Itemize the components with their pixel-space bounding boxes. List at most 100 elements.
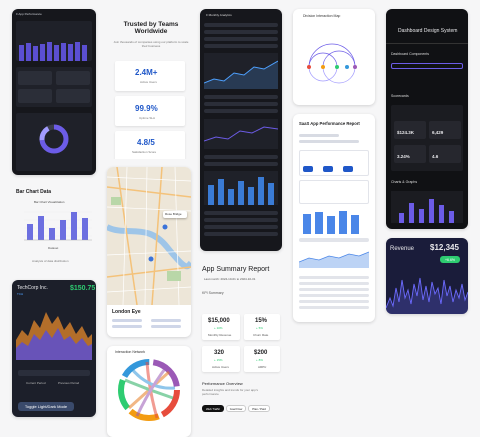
map-popup-label: Rose Bridge bbox=[165, 212, 182, 216]
purple-bars bbox=[19, 42, 87, 61]
info-line bbox=[112, 319, 142, 322]
revenue-card: Revenue $12,345 +6.6% bbox=[386, 238, 468, 314]
detail-header: ≡ Monthly Analytics bbox=[206, 13, 232, 17]
stat-card bbox=[115, 96, 185, 126]
bar-chart-dark bbox=[204, 171, 278, 205]
division-map-card: Division Interaction Map bbox=[293, 9, 375, 105]
revenue-value: $12,345 bbox=[430, 243, 459, 252]
stat-value: 99.9% bbox=[135, 104, 158, 113]
bar-chart-inner-title: Bar Chart Visualization bbox=[34, 200, 65, 204]
tab-web-traffic[interactable]: Web Traffic bbox=[202, 405, 224, 412]
detailed-dashboard-card: ≡ Monthly Analytics bbox=[200, 9, 282, 251]
toggle-theme-button[interactable]: Toggle Light/Dark Mode bbox=[18, 402, 74, 411]
design-title: Dashboard Design System bbox=[398, 28, 458, 34]
map-popup bbox=[163, 211, 187, 218]
kpi-badge: + 15% bbox=[214, 358, 223, 362]
tab-goal-flow[interactable]: Goal Flow bbox=[226, 405, 246, 412]
row-line bbox=[204, 95, 278, 99]
design-system-card: Dashboard Design System Dashboard Compon… bbox=[386, 9, 468, 229]
perf-subtitle: Detailed insights and trends for your ap… bbox=[202, 388, 258, 396]
table-row bbox=[299, 300, 369, 303]
summary-date: Last month: 2024-10-01 to 2024-10-31 bbox=[204, 277, 256, 281]
division-title: Division Interaction Map bbox=[303, 14, 341, 18]
kpi-label: Active Users bbox=[212, 365, 229, 369]
stat-label: Active Users bbox=[140, 80, 157, 84]
row-line bbox=[204, 155, 278, 159]
range-selector[interactable] bbox=[18, 370, 90, 376]
panel bbox=[299, 150, 369, 176]
trust-subtitle: Join thousands of companies using our pl… bbox=[113, 40, 189, 48]
score-value: $124.3K bbox=[397, 130, 415, 135]
kpi-label: Churn Rate bbox=[253, 333, 269, 337]
revenue-label: Revenue bbox=[390, 246, 415, 252]
score-tile bbox=[429, 121, 461, 139]
stat-card bbox=[115, 131, 185, 159]
table-row bbox=[299, 288, 369, 291]
panel bbox=[299, 180, 369, 204]
saas-title: SaaS App Performance Report bbox=[299, 121, 360, 126]
row-line bbox=[204, 102, 278, 106]
stat-value: 4.8/5 bbox=[137, 138, 155, 147]
bar-chart-footer: Analysis of data distribution bbox=[32, 259, 69, 263]
stat-label: Satisfaction Score bbox=[132, 150, 157, 154]
kpi-card bbox=[244, 346, 280, 372]
score-value: 3.24% bbox=[397, 154, 410, 159]
network-title: Interaction Network bbox=[115, 350, 146, 354]
line-chart-2 bbox=[204, 119, 278, 149]
metric-chip bbox=[323, 166, 333, 172]
kpi-value: $15,000 bbox=[208, 318, 230, 324]
stat-card bbox=[115, 61, 185, 91]
place-name: London Eye bbox=[112, 309, 141, 315]
search-input[interactable] bbox=[391, 63, 463, 69]
metric-chip bbox=[303, 166, 313, 172]
scorecards-title: Scorecards bbox=[391, 94, 409, 98]
summary-title: App Summary Report bbox=[202, 266, 270, 273]
row-line bbox=[204, 37, 278, 41]
analytics-dashboard-card: ≡ App Performance bbox=[12, 9, 96, 175]
arc-diagram bbox=[307, 43, 357, 84]
kpi-badge: + 8% bbox=[256, 358, 263, 362]
score-tile bbox=[429, 145, 461, 163]
ticker: TCH bbox=[17, 292, 24, 296]
bar-chart-title: Bar Chart Data bbox=[16, 189, 52, 195]
design-bar-chart bbox=[391, 191, 463, 223]
stat-tile bbox=[18, 89, 52, 103]
table-row bbox=[299, 276, 369, 279]
kpi-card bbox=[244, 314, 280, 340]
interaction-network-card: Interaction Network bbox=[107, 346, 191, 437]
metric-chip bbox=[343, 166, 353, 172]
tab-plan-paid[interactable]: Plan / Paid bbox=[248, 405, 270, 412]
saas-report-card: SaaS App Performance Report bbox=[293, 114, 375, 322]
divider bbox=[386, 43, 468, 44]
company-name: TechCorp Inc. bbox=[17, 285, 48, 291]
stock-price: $150.75 bbox=[70, 285, 96, 292]
components-title: Dashboard Components bbox=[391, 52, 429, 56]
text-line bbox=[299, 134, 339, 137]
saas-area-chart bbox=[299, 251, 369, 268]
row-line bbox=[204, 211, 278, 215]
score-value: 4.6 bbox=[432, 154, 439, 159]
kpi-value: $200 bbox=[254, 350, 268, 356]
summary-card: App Summary Report Last month: 2024-10-0… bbox=[200, 262, 282, 420]
score-tile bbox=[394, 121, 426, 139]
info-line bbox=[151, 325, 181, 328]
perf-title: Performance Overview bbox=[202, 381, 243, 386]
kpi-label: ARPU bbox=[258, 365, 267, 369]
saas-bar-chart bbox=[303, 211, 359, 234]
kpi-card bbox=[202, 346, 240, 372]
text-line bbox=[299, 140, 359, 143]
bar-chart-legend: Dataset bbox=[48, 246, 59, 250]
donut-chart bbox=[39, 124, 69, 154]
line-chart-1 bbox=[204, 53, 278, 89]
charts-title: Charts & Graphs bbox=[391, 180, 418, 184]
street-map[interactable] bbox=[107, 167, 191, 305]
row-line bbox=[204, 30, 278, 34]
map-card: Rose Bridge London Eye bbox=[107, 167, 191, 337]
kpi-section-title: KPI Summary bbox=[202, 291, 224, 295]
info-line bbox=[151, 319, 181, 322]
row-line bbox=[204, 232, 278, 236]
bar-chart-card: Bar Chart Data Bar Chart Visualization D… bbox=[12, 187, 96, 269]
score-tile bbox=[394, 145, 426, 163]
techcorp-card: TechCorp Inc. TCH $150.75 Current Period… bbox=[12, 280, 96, 417]
trust-card: Trusted by Teams Worldwide Join thousand… bbox=[107, 9, 191, 159]
